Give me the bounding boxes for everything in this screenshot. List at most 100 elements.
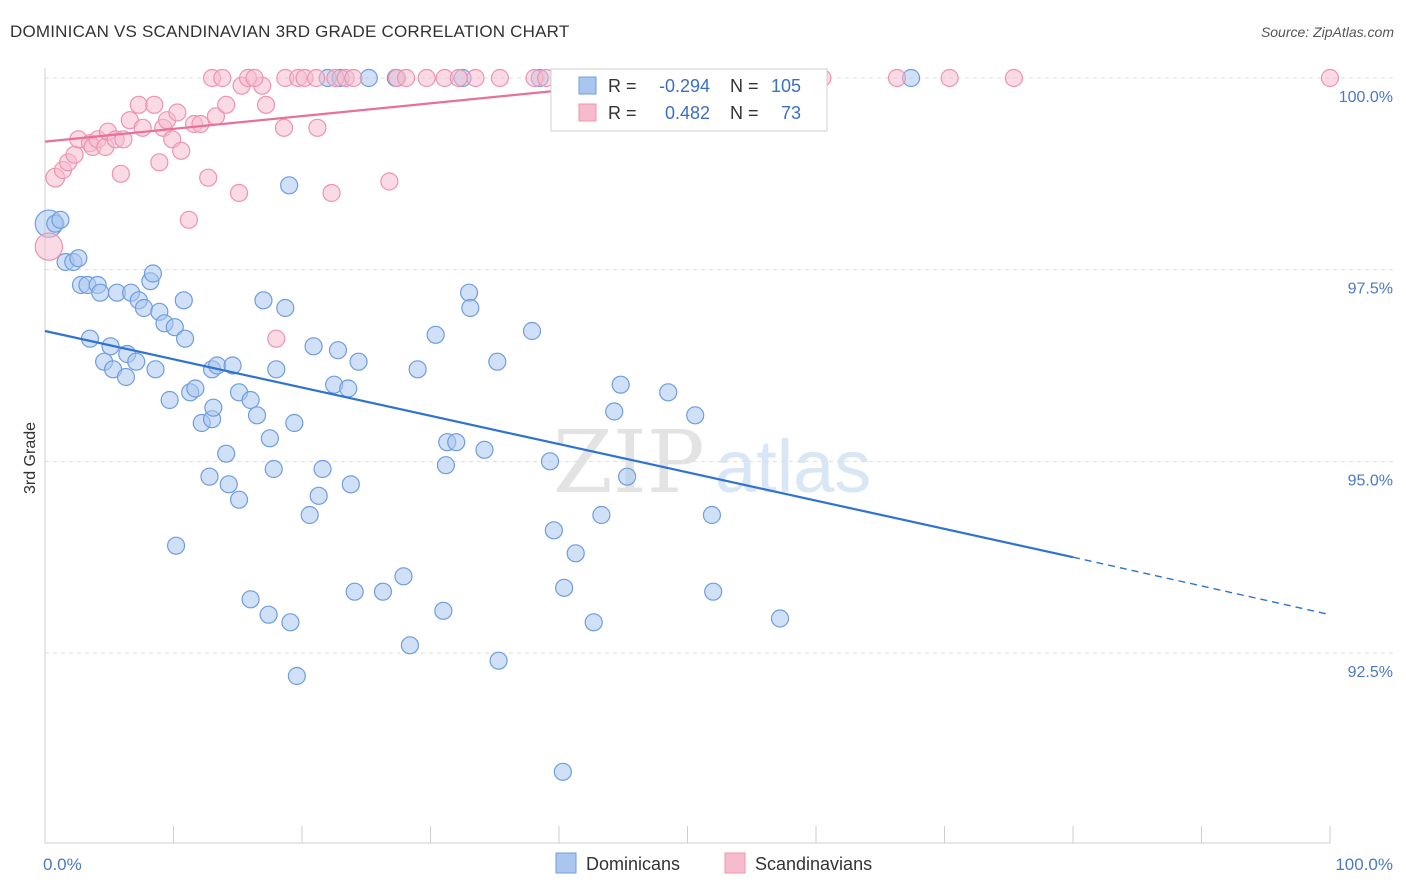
dominicans-point-64 xyxy=(436,456,456,475)
dominicans-point-53 xyxy=(309,486,328,505)
dominicans-point-71 xyxy=(544,521,563,540)
y-tick-label-2: 97.5% xyxy=(1348,281,1393,298)
scandinavians-point-68 xyxy=(887,68,907,88)
dominicans-point-41 xyxy=(254,291,273,310)
scandinavians-point-15 xyxy=(129,95,148,114)
legend-swatch-blue xyxy=(578,76,597,95)
scandinavians-point-35 xyxy=(267,329,286,348)
legend-n-value-blue: 105 xyxy=(771,76,801,96)
legend-r-label-pink: R = xyxy=(608,103,637,123)
dominicans-point-95 xyxy=(770,609,790,628)
dominicans-point-65 xyxy=(447,433,466,452)
dominicans-point-49 xyxy=(200,467,219,486)
scandinavians-point-16 xyxy=(133,118,152,137)
dominicans-point-33 xyxy=(208,356,227,375)
scandinavians-point-24 xyxy=(179,210,199,229)
scandinavians-point-27 xyxy=(199,168,218,187)
watermark-zip: ZIP xyxy=(553,413,705,513)
dominicans-point-50 xyxy=(229,490,249,509)
scandinavians-point-54 xyxy=(449,68,468,88)
dominicans-point-81 xyxy=(166,536,186,555)
dominicans-point-70 xyxy=(522,321,542,341)
x-tick-labels: 0.0% 100.0% xyxy=(43,855,1393,874)
dominicans-point-13 xyxy=(134,298,154,318)
dominicans-point-27 xyxy=(127,352,146,371)
scandinavians-point-55 xyxy=(466,68,485,88)
dominicans-point-91 xyxy=(489,651,508,670)
dominicans-point-88 xyxy=(394,567,413,586)
gridlines xyxy=(45,77,1395,654)
dominicans-point-55 xyxy=(304,337,323,356)
bottom-legend-scandinavians: Scandinavians xyxy=(755,854,872,874)
scandinavians-point-69 xyxy=(940,68,959,88)
scandinavians-point-38 xyxy=(380,172,399,191)
scandinavians-point-42 xyxy=(245,68,264,88)
dominicans-point-51 xyxy=(264,459,283,479)
dominicans-point-31 xyxy=(186,379,205,398)
legend-r-label-blue: R = xyxy=(608,76,637,96)
scandinavians-point-33 xyxy=(256,95,276,114)
scandinavians-point-49 xyxy=(344,68,363,88)
source-label: Source: ZipAtlas.com xyxy=(1260,24,1394,40)
dominicans-point-90 xyxy=(434,601,453,620)
scandinavians-point-34 xyxy=(274,118,294,137)
dominicans-point-36 xyxy=(241,390,260,410)
scandinavians-point-12 xyxy=(111,164,130,183)
scandinavians-point-46 xyxy=(307,68,326,88)
legend-swatch-pink xyxy=(578,103,597,122)
dominicans-trend-line xyxy=(44,329,1074,559)
dominicans-point-84 xyxy=(281,613,300,632)
scandinavians-point-4 xyxy=(65,145,84,164)
dominicans-point-72 xyxy=(540,452,560,471)
dominicans-point-20 xyxy=(175,329,195,348)
dominicans-point-45 xyxy=(285,413,304,433)
dominicans-point-74 xyxy=(592,505,611,525)
dominicans-point-62 xyxy=(426,325,445,344)
bottom-legend-dominicans: Dominicans xyxy=(586,854,680,874)
scandinavians-point-56 xyxy=(490,68,509,88)
trend-lines xyxy=(44,82,1331,616)
bottom-legend-swatch-pink xyxy=(724,852,746,874)
axes xyxy=(44,68,1331,844)
dominicans-point-96 xyxy=(553,762,572,781)
dominicans-point-54 xyxy=(313,459,332,479)
dominicans-point-19 xyxy=(174,291,193,310)
scandinavians-point-0 xyxy=(34,232,64,261)
dominicans-point-80 xyxy=(702,505,722,525)
dominicans-point-9 xyxy=(91,283,110,302)
y-axis-label: 3rd Grade xyxy=(22,422,39,494)
dominicans-point-56 xyxy=(328,341,348,360)
legend-n-label-blue: N = xyxy=(730,76,759,96)
scandinavians-point-23 xyxy=(172,141,191,160)
dominicans-point-46 xyxy=(260,429,279,448)
dominicans-point-78 xyxy=(659,383,678,402)
x-tick-label-1: 100.0% xyxy=(1335,855,1393,874)
legend-r-value-blue: -0.294 xyxy=(659,76,710,96)
y-tick-label-1: 95.0% xyxy=(1348,472,1393,489)
dominicans-point-87 xyxy=(373,582,393,601)
scandinavians-point-36 xyxy=(308,118,327,137)
dominicans-point-44 xyxy=(280,176,299,195)
dominicans-point-29 xyxy=(160,390,179,410)
y-tick-label-3: 100.0% xyxy=(1339,89,1393,106)
dominicans-point-68 xyxy=(475,440,494,459)
dominicans-point-92 xyxy=(555,578,574,597)
dominicans-point-52 xyxy=(300,505,319,525)
dominicans-point-60 xyxy=(341,475,360,494)
dominicans-point-47 xyxy=(217,444,236,463)
dominicans-point-40 xyxy=(204,398,223,417)
bottom-legend: Dominicans Scandinavians xyxy=(555,852,872,874)
dominicans-point-82 xyxy=(241,590,260,609)
dominicans-point-93 xyxy=(584,613,603,632)
scandinavians-point-29 xyxy=(217,95,236,114)
dominicans-point-69 xyxy=(488,352,507,371)
chart-title: DOMINICAN VS SCANDINAVIAN 3RD GRADE CORR… xyxy=(10,22,570,41)
scandinavians-point-70 xyxy=(1004,68,1023,88)
dominicans-point-99 xyxy=(359,68,378,88)
scandinavians-point-37 xyxy=(322,183,341,203)
dominicans-point-48 xyxy=(219,475,238,494)
dominicans-point-67 xyxy=(461,298,480,318)
scandinavians-point-17 xyxy=(145,95,164,114)
dominicans-point-77 xyxy=(618,467,637,486)
